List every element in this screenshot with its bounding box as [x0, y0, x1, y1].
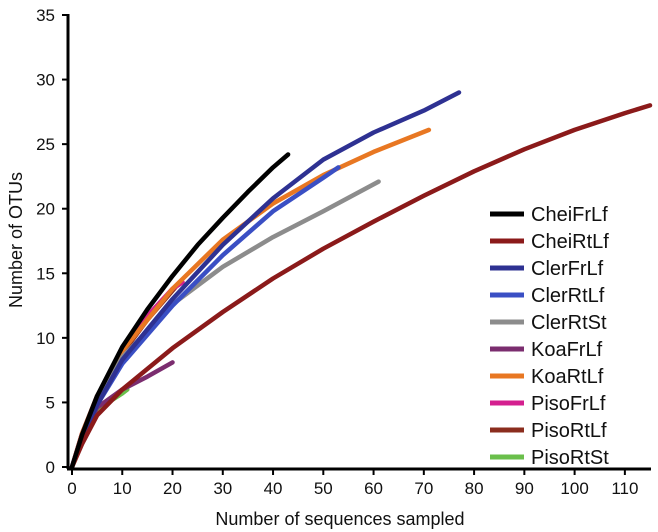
legend-item-clerrtst: ClerRtSt — [490, 312, 607, 334]
legend-label: PisoRtSt — [531, 447, 609, 469]
series-line-koartlf — [69, 127, 432, 470]
y-axis-title: Number of OTUs — [6, 172, 26, 308]
x-tick-label: 70 — [414, 479, 433, 498]
y-tick-label: 5 — [46, 393, 55, 412]
x-tick-label: 0 — [67, 479, 76, 498]
legend-item-cheifrlf: CheiFrLf — [490, 204, 608, 226]
legend-label: KoaFrLf — [531, 339, 603, 361]
legend-label: ClerRtLf — [531, 285, 605, 307]
y-tick-label: 15 — [36, 264, 55, 283]
series-line-cheifrlf — [69, 152, 291, 470]
x-tick-label: 60 — [364, 479, 383, 498]
x-tick-label: 110 — [611, 479, 638, 498]
y-tick-label: 30 — [36, 71, 55, 90]
legend-label: CheiRtLf — [531, 231, 609, 253]
x-tick-label: 90 — [515, 479, 534, 498]
series-line-clerrtst — [69, 179, 381, 470]
x-axis-title: Number of sequences sampled — [215, 509, 464, 529]
legend-label: PisoFrLf — [531, 393, 606, 415]
ticks-layer: 0 10 20 30 40 50 60 70 80 90 100 110 0 5 10 15 20 25 30 35 — [36, 6, 638, 498]
legend-item-koartlf: KoaRtLf — [490, 366, 604, 388]
x-tick-label: 40 — [264, 479, 283, 498]
series-line-clerrtlf — [69, 165, 341, 470]
legend-label: KoaRtLf — [531, 366, 604, 388]
x-tick-label: 10 — [113, 479, 132, 498]
legend-label: ClerRtSt — [531, 312, 607, 334]
y-tick-label: 0 — [46, 458, 55, 477]
legend-item-cheirtlf: CheiRtLf — [490, 231, 609, 253]
legend-item-pisortst: PisoRtSt — [490, 447, 609, 469]
x-tick-label: 100 — [560, 479, 588, 498]
series-line-cheirtlf — [69, 103, 653, 470]
axes-layer — [66, 14, 651, 471]
legend-label: PisoRtLf — [531, 420, 607, 442]
x-tick-label: 80 — [465, 479, 484, 498]
x-tick-label: 50 — [314, 479, 333, 498]
y-tick-label: 25 — [36, 135, 55, 154]
legend: CheiFrLf CheiRtLf ClerFrLf ClerRtLf ClerRtSt… — [490, 204, 609, 469]
series-line-koafrlf — [69, 360, 175, 470]
y-tick-label: 35 — [36, 6, 55, 25]
legend-item-clerrtlf: ClerRtLf — [490, 285, 605, 307]
x-tick-label: 30 — [213, 479, 232, 498]
series-line-clerfrlf — [69, 90, 462, 470]
x-tick-label: 20 — [163, 479, 182, 498]
legend-label: ClerFrLf — [531, 258, 604, 280]
legend-item-koafrlf: KoaFrLf — [490, 339, 603, 361]
legend-item-pisortlf: PisoRtLf — [490, 420, 607, 442]
y-tick-label: 10 — [36, 329, 55, 348]
legend-item-pisofrlf: PisoFrLf — [490, 393, 606, 415]
legend-label: CheiFrLf — [531, 204, 608, 226]
y-tick-label: 20 — [36, 200, 55, 219]
legend-item-clerfrlf: ClerFrLf — [490, 258, 604, 280]
series-layer — [69, 90, 653, 470]
